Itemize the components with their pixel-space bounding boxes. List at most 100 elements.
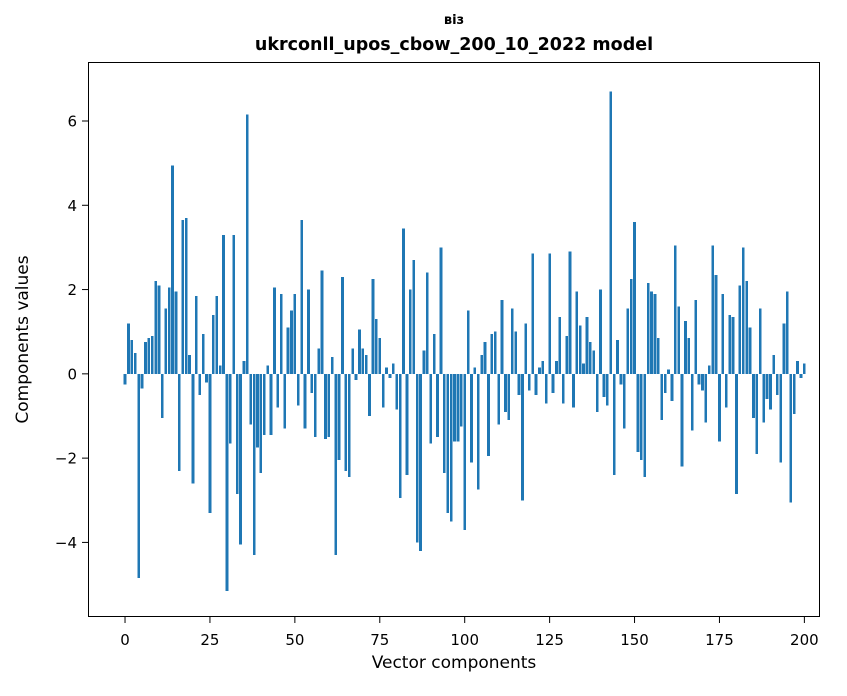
bar — [555, 361, 558, 374]
bar — [211, 314, 215, 374]
bar — [612, 373, 616, 475]
bar — [650, 291, 653, 374]
bar — [470, 373, 473, 463]
bar — [361, 348, 365, 374]
bar — [745, 281, 748, 374]
bar — [585, 316, 589, 374]
bar — [371, 279, 375, 374]
bar — [493, 331, 497, 374]
bar — [548, 253, 551, 374]
bar — [697, 373, 701, 385]
x-tick-label: 75 — [370, 631, 389, 649]
bar — [789, 373, 793, 503]
bar — [718, 373, 721, 442]
y-axis-ticks: −4 −2 0 2 4 6 — [55, 112, 88, 552]
bar — [293, 293, 297, 374]
bar — [147, 338, 151, 374]
bar — [167, 287, 171, 374]
bar — [609, 91, 613, 374]
bar — [480, 354, 484, 374]
bar — [409, 289, 412, 374]
bar — [198, 373, 202, 395]
bar — [324, 373, 327, 440]
bar — [395, 373, 399, 410]
bar — [456, 373, 460, 442]
bar — [646, 283, 650, 374]
bar — [266, 365, 270, 374]
bar — [687, 338, 691, 374]
bar — [656, 338, 660, 374]
bar — [290, 310, 293, 374]
bar — [392, 363, 395, 374]
bar — [429, 373, 433, 444]
bar — [283, 373, 287, 429]
bar — [402, 228, 405, 374]
bar — [432, 333, 436, 374]
bar — [239, 373, 242, 545]
bar — [262, 373, 266, 435]
bar — [334, 373, 337, 556]
bar — [341, 276, 344, 374]
bar — [578, 325, 582, 374]
bar — [707, 365, 711, 374]
bar — [123, 373, 127, 385]
bar — [154, 281, 157, 374]
bar — [803, 363, 806, 374]
bar — [752, 373, 755, 419]
bar — [643, 373, 647, 478]
bar-series — [123, 91, 806, 591]
bar — [208, 373, 212, 513]
bar — [606, 373, 609, 406]
bar — [500, 300, 504, 374]
bar — [245, 114, 249, 374]
bar — [303, 373, 307, 429]
bar — [769, 373, 772, 410]
bar — [436, 373, 439, 438]
bar — [269, 373, 273, 435]
bar — [300, 220, 304, 374]
bar — [595, 373, 599, 412]
bar — [527, 373, 531, 391]
bar — [385, 367, 388, 374]
bar — [140, 373, 144, 389]
bar — [714, 274, 718, 374]
bar — [514, 331, 517, 374]
bar — [398, 373, 402, 499]
bar — [762, 373, 765, 423]
bar — [551, 373, 555, 393]
bar — [568, 251, 572, 374]
bar — [653, 293, 657, 374]
bar — [694, 300, 698, 374]
bar — [704, 373, 708, 423]
bar — [616, 340, 619, 374]
bar — [378, 338, 382, 374]
bar — [164, 308, 168, 374]
bar — [487, 373, 490, 457]
bar — [222, 234, 225, 374]
bar — [351, 348, 354, 374]
bar — [741, 247, 745, 374]
bar — [531, 253, 534, 374]
bar — [599, 289, 602, 374]
y-tick-label: 0 — [67, 365, 77, 383]
x-tick-label: 0 — [120, 631, 130, 649]
bar — [259, 373, 263, 473]
bar — [592, 350, 596, 374]
bar — [721, 293, 725, 374]
bar — [276, 373, 280, 408]
bar — [144, 342, 147, 374]
bar — [273, 287, 276, 374]
bar — [150, 335, 154, 374]
bar — [171, 165, 174, 374]
bar — [623, 373, 626, 429]
bar — [327, 373, 331, 438]
bar — [711, 245, 715, 374]
bar — [735, 373, 738, 494]
bar — [510, 308, 514, 374]
bar — [279, 293, 283, 374]
bar — [663, 373, 667, 393]
bar — [799, 373, 803, 379]
bar — [235, 373, 239, 494]
bar — [422, 350, 426, 374]
